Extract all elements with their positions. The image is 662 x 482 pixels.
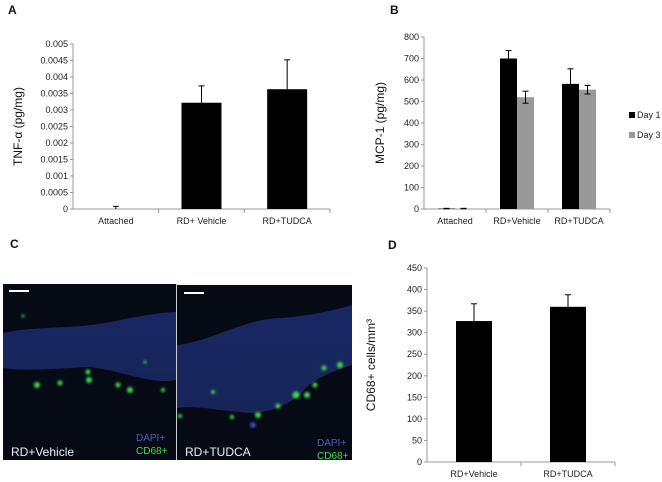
- cd68-legend: CD68+: [136, 446, 168, 457]
- y-tick-label: 0.005: [45, 39, 68, 49]
- y-tick-label: 0.0045: [40, 56, 68, 66]
- cd68-cells: [178, 362, 343, 419]
- micrograph-label: RD+Vehicle: [11, 445, 74, 459]
- bar: [181, 102, 222, 209]
- dapi-legend: DAPI+: [317, 438, 346, 449]
- x-tick-label: RD+TUDCA: [263, 216, 312, 226]
- y-tick-label: 450: [407, 263, 422, 273]
- y-tick-label: 800: [404, 32, 419, 42]
- y-tick-label: 300: [407, 328, 422, 338]
- panel-label-b: B: [390, 3, 399, 17]
- y-tick-label: 50: [412, 435, 422, 445]
- x-tick-label: RD+Vehicle: [450, 469, 497, 479]
- y-tick-label: 0: [414, 204, 419, 214]
- legend-label: Day 3: [637, 130, 661, 140]
- y-tick-label: 0.004: [45, 72, 68, 82]
- y-axis-label: CD68+ cells/mm³: [364, 319, 378, 411]
- y-tick-label: 350: [407, 306, 422, 316]
- legend-swatch: [629, 112, 635, 118]
- scale-bar: [184, 292, 204, 294]
- bar: [562, 83, 579, 209]
- y-tick-label: 0: [63, 204, 68, 214]
- y-tick-label: 300: [404, 140, 419, 150]
- micrograph-rd-vehicle: RD+Vehicle DAPI+ CD68+: [3, 284, 176, 460]
- y-tick-label: 700: [404, 54, 419, 64]
- micrograph-rd-tudca: RD+TUDCA DAPI+ CD68+: [177, 285, 352, 462]
- legend-swatch: [629, 132, 635, 138]
- x-tick-label: RD+ Vehicle: [177, 216, 227, 226]
- y-tick-label: 200: [407, 371, 422, 381]
- y-tick-label: 0: [417, 457, 422, 467]
- bar: [500, 58, 517, 209]
- x-tick-label: Attached: [98, 216, 134, 226]
- y-tick-label: 400: [407, 285, 422, 295]
- scale-bar: [9, 290, 29, 292]
- y-tick-label: 100: [407, 414, 422, 424]
- y-tick-label: 500: [404, 97, 419, 107]
- y-tick-label: 250: [407, 349, 422, 359]
- y-tick-label: 0.002: [45, 138, 68, 148]
- panel-label-a: A: [8, 3, 17, 17]
- y-tick-label: 0.0035: [40, 89, 68, 99]
- cd68-cells: [21, 314, 165, 393]
- panel-label-d: D: [388, 238, 397, 252]
- y-tick-label: 0.0005: [40, 188, 68, 198]
- x-tick-label: Attached: [437, 216, 473, 226]
- bar: [456, 321, 492, 462]
- bar: [579, 89, 596, 209]
- y-axis-label: MCP-1 (pg/mg): [373, 82, 387, 164]
- chart-d: 0 50 100 150 200 250 300 350 400 450 RD+Vehicle RD+…: [364, 263, 616, 479]
- micrograph-label: RD+TUDCA: [185, 445, 251, 459]
- y-tick-label: 0.001: [45, 171, 68, 181]
- legend-label: Day 1: [637, 110, 661, 120]
- y-tick-label: 200: [404, 161, 419, 171]
- y-axis-label: TNF-α (pg/mg): [11, 87, 25, 166]
- chart-a: 0 0.0005 0.001 0.0015 0.002 0.0025 0.003 0.0035…: [11, 39, 331, 226]
- chart-b: 0 100 200 300 400 500 600 700 800 Attached RD+Vehi…: [373, 32, 661, 226]
- bar: [550, 306, 586, 462]
- bar: [267, 89, 308, 209]
- y-tick-label: 0.0025: [40, 122, 68, 132]
- cd68-legend: CD68+: [317, 451, 349, 462]
- x-tick-label: RD+TUDCA: [554, 216, 603, 226]
- panel-label-c: C: [10, 237, 19, 251]
- y-tick-label: 0.0015: [40, 155, 68, 165]
- y-tick-label: 100: [404, 183, 419, 193]
- y-tick-label: 400: [404, 118, 419, 128]
- y-tick-label: 150: [407, 392, 422, 402]
- dapi-layer: [177, 305, 352, 413]
- dapi-layer: [3, 312, 176, 382]
- x-tick-label: RD+TUDCA: [543, 469, 592, 479]
- x-tick-label: RD+Vehicle: [493, 216, 540, 226]
- y-tick-label: 0.003: [45, 105, 68, 115]
- dapi-legend: DAPI+: [136, 433, 165, 444]
- y-tick-label: 600: [404, 75, 419, 85]
- bar: [517, 97, 534, 209]
